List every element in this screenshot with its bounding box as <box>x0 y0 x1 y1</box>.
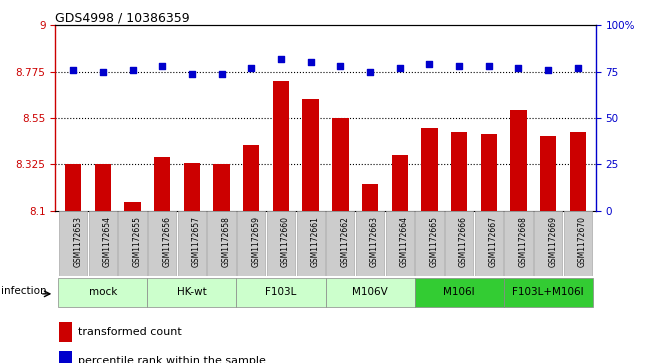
Bar <box>505 211 533 276</box>
Bar <box>237 211 266 276</box>
Point <box>484 63 494 69</box>
Point <box>454 63 464 69</box>
Text: F103L+M106I: F103L+M106I <box>512 287 584 297</box>
Bar <box>504 277 592 307</box>
Text: infection: infection <box>1 286 47 295</box>
Text: GSM1172664: GSM1172664 <box>400 216 409 267</box>
Bar <box>326 211 354 276</box>
Bar <box>564 211 592 276</box>
Text: percentile rank within the sample: percentile rank within the sample <box>78 356 266 363</box>
Text: mock: mock <box>89 287 117 297</box>
Bar <box>94 164 111 211</box>
Text: GSM1172654: GSM1172654 <box>103 216 112 267</box>
Point <box>395 65 405 71</box>
Text: GSM1172658: GSM1172658 <box>221 216 230 267</box>
Bar <box>236 277 326 307</box>
Point <box>98 69 108 75</box>
Bar <box>534 211 562 276</box>
Text: GSM1172657: GSM1172657 <box>192 216 201 267</box>
Bar <box>178 211 206 276</box>
Bar <box>445 211 473 276</box>
Point <box>68 67 78 73</box>
Bar <box>154 157 171 211</box>
Text: GSM1172667: GSM1172667 <box>489 216 498 267</box>
Point <box>365 69 375 75</box>
Text: GSM1172669: GSM1172669 <box>548 216 557 267</box>
Bar <box>273 81 289 211</box>
Point <box>187 71 197 77</box>
Text: GSM1172662: GSM1172662 <box>340 216 350 267</box>
Point <box>513 65 523 71</box>
Bar <box>540 136 557 211</box>
Point <box>335 63 346 69</box>
Bar <box>391 155 408 211</box>
Text: GSM1172665: GSM1172665 <box>430 216 438 267</box>
Bar <box>243 145 260 211</box>
Text: GSM1172666: GSM1172666 <box>459 216 468 267</box>
Bar <box>184 163 200 211</box>
Point <box>543 67 553 73</box>
Point <box>424 61 435 67</box>
Text: GSM1172655: GSM1172655 <box>133 216 141 267</box>
Bar <box>475 211 503 276</box>
Bar <box>415 277 504 307</box>
Bar <box>332 118 348 211</box>
Text: GSM1172668: GSM1172668 <box>518 216 527 267</box>
Point <box>276 56 286 62</box>
Bar <box>59 277 147 307</box>
Bar <box>59 351 72 363</box>
Bar <box>480 134 497 211</box>
Text: GSM1172661: GSM1172661 <box>311 216 320 267</box>
Bar <box>89 211 117 276</box>
Point <box>216 71 227 77</box>
Bar <box>147 277 236 307</box>
Text: M106I: M106I <box>443 287 475 297</box>
Bar <box>59 211 87 276</box>
Bar <box>65 164 81 211</box>
Bar <box>326 277 415 307</box>
Text: GSM1172656: GSM1172656 <box>162 216 171 267</box>
Bar <box>451 132 467 211</box>
Bar <box>303 99 319 211</box>
Bar <box>214 164 230 211</box>
Bar <box>510 110 527 211</box>
Text: GSM1172659: GSM1172659 <box>251 216 260 267</box>
Point <box>246 65 256 71</box>
Point <box>573 65 583 71</box>
Bar <box>356 211 384 276</box>
Bar <box>208 211 236 276</box>
Text: transformed count: transformed count <box>78 327 182 337</box>
Bar <box>124 202 141 211</box>
Bar <box>415 211 443 276</box>
Text: GSM1172663: GSM1172663 <box>370 216 379 267</box>
Text: GSM1172660: GSM1172660 <box>281 216 290 267</box>
Text: GDS4998 / 10386359: GDS4998 / 10386359 <box>55 11 190 24</box>
Bar <box>570 132 586 211</box>
Text: M106V: M106V <box>352 287 388 297</box>
Bar <box>148 211 176 276</box>
Bar <box>59 322 72 342</box>
Text: GSM1172670: GSM1172670 <box>578 216 587 267</box>
Text: GSM1172653: GSM1172653 <box>73 216 82 267</box>
Bar <box>421 128 437 211</box>
Point <box>305 60 316 65</box>
Bar <box>297 211 325 276</box>
Bar <box>385 211 414 276</box>
Text: F103L: F103L <box>265 287 297 297</box>
Point <box>157 63 167 69</box>
Bar <box>267 211 295 276</box>
Bar <box>362 184 378 211</box>
Bar <box>118 211 146 276</box>
Point <box>128 67 138 73</box>
Text: HK-wt: HK-wt <box>177 287 207 297</box>
